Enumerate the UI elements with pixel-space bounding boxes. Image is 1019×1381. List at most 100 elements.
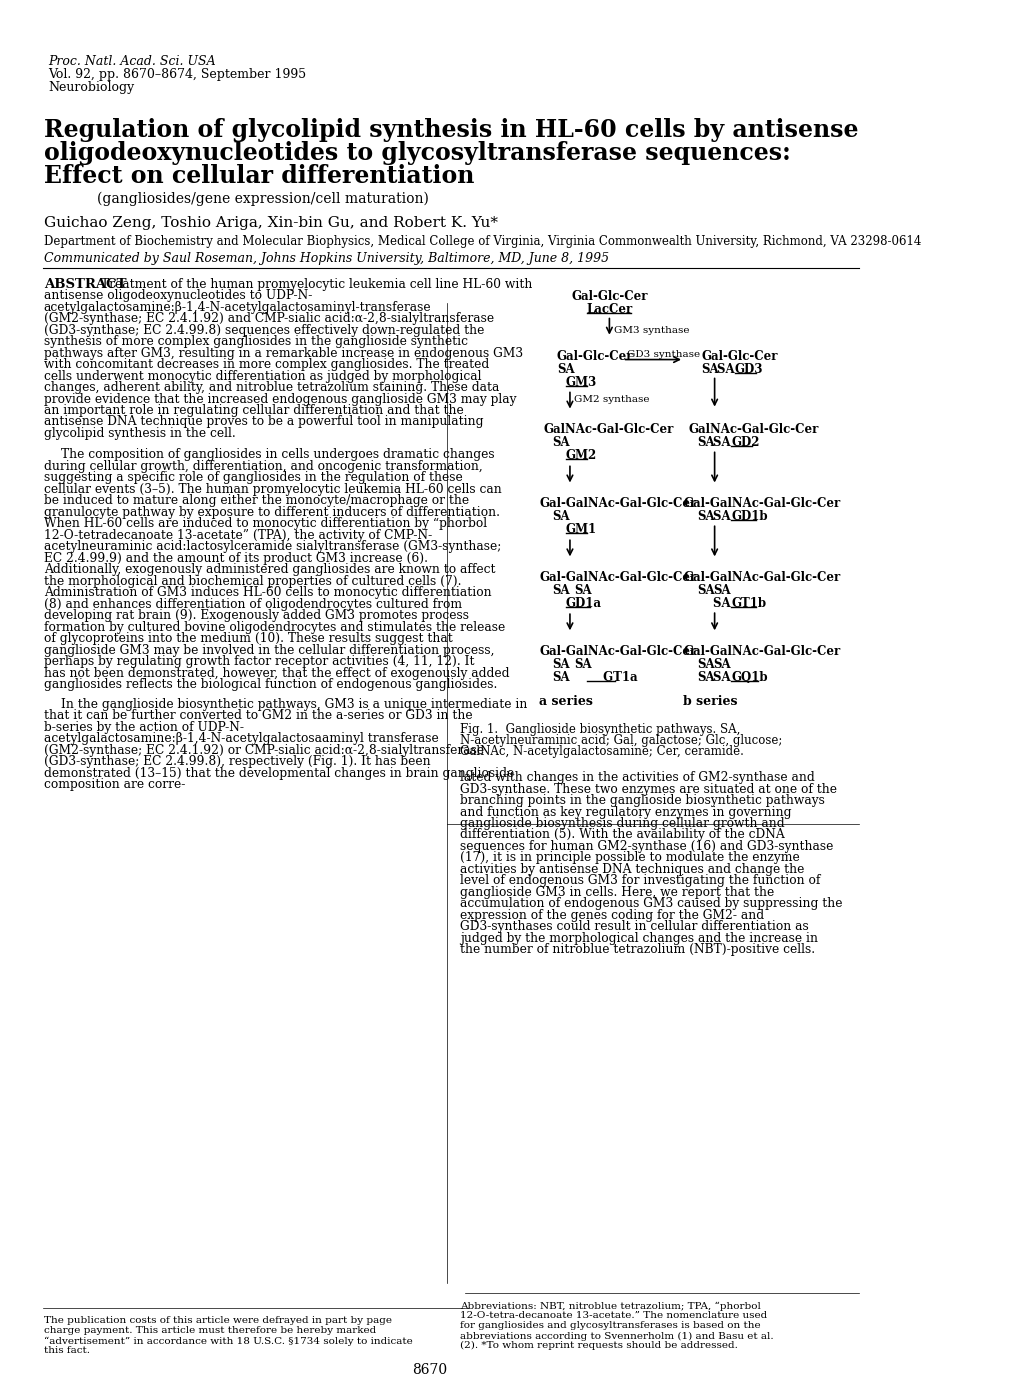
Text: the number of nitroblue tetrazolium (NBT)-positive cells.: the number of nitroblue tetrazolium (NBT… bbox=[460, 943, 814, 957]
Text: Abbreviations: NBT, nitroblue tetrazolium; TPA, “phorbol: Abbreviations: NBT, nitroblue tetrazoliu… bbox=[460, 1301, 760, 1311]
Text: acetylgalactosamine:β-1,4-N-acetylgalactosaaminyl transferase: acetylgalactosamine:β-1,4-N-acetylgalact… bbox=[44, 732, 438, 746]
Text: glycolipid synthesis in the cell.: glycolipid synthesis in the cell. bbox=[44, 427, 235, 441]
Text: that it can be further converted to GM2 in the a-series or GD3 in the: that it can be further converted to GM2 … bbox=[44, 708, 472, 722]
Text: SA: SA bbox=[712, 659, 730, 671]
Text: b series: b series bbox=[683, 695, 737, 708]
Text: sequences for human GM2-synthase (16) and GD3-synthase: sequences for human GM2-synthase (16) an… bbox=[460, 840, 833, 853]
Text: Treatment of the human promyelocytic leukemia cell line HL-60 with: Treatment of the human promyelocytic leu… bbox=[101, 278, 532, 290]
Text: ganglioside biosynthesis during cellular growth and: ganglioside biosynthesis during cellular… bbox=[460, 818, 785, 830]
Text: GT1a: GT1a bbox=[565, 671, 637, 684]
Text: Administration of GM3 induces HL-60 cells to monocytic differentiation: Administration of GM3 induces HL-60 cell… bbox=[44, 587, 491, 599]
Text: GM2 synthase: GM2 synthase bbox=[574, 395, 649, 403]
Text: activities by antisense DNA techniques and change the: activities by antisense DNA techniques a… bbox=[460, 863, 804, 876]
Text: lated with changes in the activities of GM2-synthase and: lated with changes in the activities of … bbox=[460, 771, 814, 784]
Text: has not been demonstrated, however, that the effect of exogenously added: has not been demonstrated, however, that… bbox=[44, 667, 508, 679]
Text: the morphological and biochemical properties of cultured cells (7).: the morphological and biochemical proper… bbox=[44, 574, 461, 588]
Text: Communicated by Saul Roseman, Johns Hopkins University, Baltimore, MD, June 8, 1: Communicated by Saul Roseman, Johns Hopk… bbox=[44, 251, 608, 265]
Text: N-acetylneuraminic acid; Gal, galactose; Glc, glucose;: N-acetylneuraminic acid; Gal, galactose;… bbox=[460, 735, 782, 747]
Text: SA: SA bbox=[696, 584, 714, 598]
Text: The publication costs of this article were defrayed in part by page: The publication costs of this article we… bbox=[44, 1316, 391, 1326]
Text: for gangliosides and glycosyltransferases is based on the: for gangliosides and glycosyltransferase… bbox=[460, 1322, 760, 1330]
Text: GD2: GD2 bbox=[731, 436, 759, 449]
Text: (GD3-synthase; EC 2.4.99.8), respectively (Fig. 1). It has been: (GD3-synthase; EC 2.4.99.8), respectivel… bbox=[44, 755, 430, 768]
Text: ganglioside GM3 in cells. Here, we report that the: ganglioside GM3 in cells. Here, we repor… bbox=[460, 887, 773, 899]
Text: this fact.: this fact. bbox=[44, 1346, 90, 1355]
Text: GD3-synthase. These two enzymes are situated at one of the: GD3-synthase. These two enzymes are situ… bbox=[460, 783, 837, 795]
Text: (GD3-synthase; EC 2.4.99.8) sequences effectively down-regulated the: (GD3-synthase; EC 2.4.99.8) sequences ef… bbox=[44, 323, 484, 337]
Text: (GM2-synthase; EC 2.4.1.92) and CMP-sialic acid:α-2,8-sialyltransferase: (GM2-synthase; EC 2.4.1.92) and CMP-sial… bbox=[44, 312, 493, 325]
Text: GM2: GM2 bbox=[565, 449, 596, 463]
Text: formation by cultured bovine oligodendrocytes and stimulates the release: formation by cultured bovine oligodendro… bbox=[44, 620, 504, 634]
Text: synthesis of more complex gangliosides in the ganglioside synthetic: synthesis of more complex gangliosides i… bbox=[44, 336, 468, 348]
Text: granulocyte pathway by exposure to different inducers of differentiation.: granulocyte pathway by exposure to diffe… bbox=[44, 505, 499, 519]
Text: Additionally, exogenously administered gangliosides are known to affect: Additionally, exogenously administered g… bbox=[44, 563, 495, 576]
Text: SA: SA bbox=[716, 363, 743, 376]
Text: a series: a series bbox=[538, 695, 592, 708]
Text: GalNAc-Gal-Glc-Cer: GalNAc-Gal-Glc-Cer bbox=[543, 424, 674, 436]
Text: SA: SA bbox=[574, 659, 591, 671]
Text: SA: SA bbox=[552, 511, 570, 523]
Text: demonstrated (13–15) that the developmental changes in brain ganglioside: demonstrated (13–15) that the developmen… bbox=[44, 766, 514, 779]
Text: SA: SA bbox=[696, 659, 714, 671]
Text: Gal-GalNAc-Gal-Glc-Cer: Gal-GalNAc-Gal-Glc-Cer bbox=[539, 645, 696, 659]
Text: Gal-GalNAc-Gal-Glc-Cer: Gal-GalNAc-Gal-Glc-Cer bbox=[684, 645, 841, 659]
Text: antisense DNA technique proves to be a powerful tool in manipulating: antisense DNA technique proves to be a p… bbox=[44, 416, 483, 428]
Text: GD1b: GD1b bbox=[731, 511, 767, 523]
Text: Gal-GalNAc-Gal-Glc-Cer: Gal-GalNAc-Gal-Glc-Cer bbox=[684, 572, 841, 584]
Text: Vol. 92, pp. 8670–8674, September 1995: Vol. 92, pp. 8670–8674, September 1995 bbox=[48, 68, 306, 81]
Text: 12-O-tetra­decanoate 13-acetate.” The nomenclature used: 12-O-tetra­decanoate 13-acetate.” The no… bbox=[460, 1312, 767, 1320]
Text: acetylgalactosamine:β-1,4-N-acetylgalactosaminyl-transferase: acetylgalactosamine:β-1,4-N-acetylgalact… bbox=[44, 301, 431, 313]
Text: cells underwent monocytic differentiation as judged by morphological: cells underwent monocytic differentiatio… bbox=[44, 370, 481, 383]
Text: SA: SA bbox=[696, 436, 714, 449]
Text: Proc. Natl. Acad. Sci. USA: Proc. Natl. Acad. Sci. USA bbox=[48, 55, 216, 68]
Text: level of endogenous GM3 for investigating the function of: level of endogenous GM3 for investigatin… bbox=[460, 874, 820, 888]
Text: with concomitant decreases in more complex gangliosides. The treated: with concomitant decreases in more compl… bbox=[44, 358, 489, 371]
Text: SA: SA bbox=[556, 363, 574, 376]
Text: Gal-GalNAc-Gal-Glc-Cer: Gal-GalNAc-Gal-Glc-Cer bbox=[539, 497, 696, 511]
Text: SA: SA bbox=[712, 671, 738, 684]
Text: branching points in the ganglioside biosynthetic pathways: branching points in the ganglioside bios… bbox=[460, 794, 824, 807]
Text: (GM2-synthase; EC 2.4.1.92) or CMP-sialic acid:α-2,8-sialyltransferase: (GM2-synthase; EC 2.4.1.92) or CMP-siali… bbox=[44, 743, 483, 757]
Text: GM3 synthase: GM3 synthase bbox=[613, 326, 689, 334]
Text: “advertisement” in accordance with 18 U.S.C. §1734 solely to indicate: “advertisement” in accordance with 18 U.… bbox=[44, 1337, 413, 1345]
Text: changes, adherent ability, and nitroblue tetrazolium staining. These data: changes, adherent ability, and nitroblue… bbox=[44, 381, 498, 394]
Text: Guichao Zeng, Toshio Ariga, Xin-bin Gu, and Robert K. Yu*: Guichao Zeng, Toshio Ariga, Xin-bin Gu, … bbox=[44, 215, 497, 229]
Text: SA: SA bbox=[552, 659, 570, 671]
Text: abbreviations according to Svennerholm (1) and Basu et al.: abbreviations according to Svennerholm (… bbox=[460, 1331, 773, 1341]
Text: GalNAc-Gal-Glc-Cer: GalNAc-Gal-Glc-Cer bbox=[688, 424, 818, 436]
Text: pathways after GM3, resulting in a remarkable increase in endogenous GM3: pathways after GM3, resulting in a remar… bbox=[44, 347, 523, 359]
Text: accumulation of endogenous GM3 caused by suppressing the: accumulation of endogenous GM3 caused by… bbox=[460, 898, 842, 910]
Text: Department of Biochemistry and Molecular Biophysics, Medical College of Virginia: Department of Biochemistry and Molecular… bbox=[44, 235, 920, 247]
Text: differentiation (5). With the availability of the cDNA: differentiation (5). With the availabili… bbox=[460, 829, 785, 841]
Text: SA: SA bbox=[712, 584, 730, 598]
Text: SA: SA bbox=[574, 584, 591, 598]
Text: acetylneuraminic acid:lactosylceramide sialyltransferase (GM3-synthase;: acetylneuraminic acid:lactosylceramide s… bbox=[44, 540, 500, 554]
Text: SA: SA bbox=[552, 436, 570, 449]
Text: ABSTRACT: ABSTRACT bbox=[44, 278, 126, 290]
Text: GalNAc, N-acetylgalactosamine; Cer, ceramide.: GalNAc, N-acetylgalactosamine; Cer, cera… bbox=[460, 746, 744, 758]
Text: GT1b: GT1b bbox=[731, 597, 765, 610]
Text: SA: SA bbox=[712, 436, 738, 449]
Text: LacCer: LacCer bbox=[586, 302, 632, 316]
Text: When HL-60 cells are induced to monocytic differentiation by “phorbol: When HL-60 cells are induced to monocyti… bbox=[44, 518, 486, 530]
Text: developing rat brain (9). Exogenously added GM3 promotes process: developing rat brain (9). Exogenously ad… bbox=[44, 609, 469, 623]
Text: Effect on cellular differentiation: Effect on cellular differentiation bbox=[44, 164, 474, 188]
Text: judged by the morphological changes and the increase in: judged by the morphological changes and … bbox=[460, 932, 817, 945]
Text: SA: SA bbox=[696, 511, 714, 523]
Text: suggesting a specific role of gangliosides in the regulation of these: suggesting a specific role of gangliosid… bbox=[44, 471, 463, 485]
Text: (gangliosides/gene expression/cell maturation): (gangliosides/gene expression/cell matur… bbox=[97, 192, 429, 206]
Text: composition are corre-: composition are corre- bbox=[44, 778, 185, 791]
Text: SA: SA bbox=[712, 597, 738, 610]
Text: 8670: 8670 bbox=[412, 1363, 446, 1377]
Text: SA: SA bbox=[696, 671, 714, 684]
Text: GD3 synthase: GD3 synthase bbox=[627, 349, 699, 359]
Text: expression of the genes coding for the GM2- and: expression of the genes coding for the G… bbox=[460, 909, 763, 923]
Text: an important role in regulating cellular differentiation and that the: an important role in regulating cellular… bbox=[44, 405, 464, 417]
Text: GD3: GD3 bbox=[734, 363, 762, 376]
Text: oligodeoxynucleotides to glycosyltransferase sequences:: oligodeoxynucleotides to glycosyltransfe… bbox=[44, 141, 790, 164]
Text: of glycoproteins into the medium (10). These results suggest that: of glycoproteins into the medium (10). T… bbox=[44, 632, 452, 645]
Text: GQ1b: GQ1b bbox=[731, 671, 767, 684]
Text: cellular events (3–5). The human promyelocytic leukemia HL-60 cells can: cellular events (3–5). The human promyel… bbox=[44, 483, 501, 496]
Text: Gal-Glc-Cer: Gal-Glc-Cer bbox=[556, 349, 633, 363]
Text: (8) and enhances differentiation of oligodendrocytes cultured from: (8) and enhances differentiation of olig… bbox=[44, 598, 462, 610]
